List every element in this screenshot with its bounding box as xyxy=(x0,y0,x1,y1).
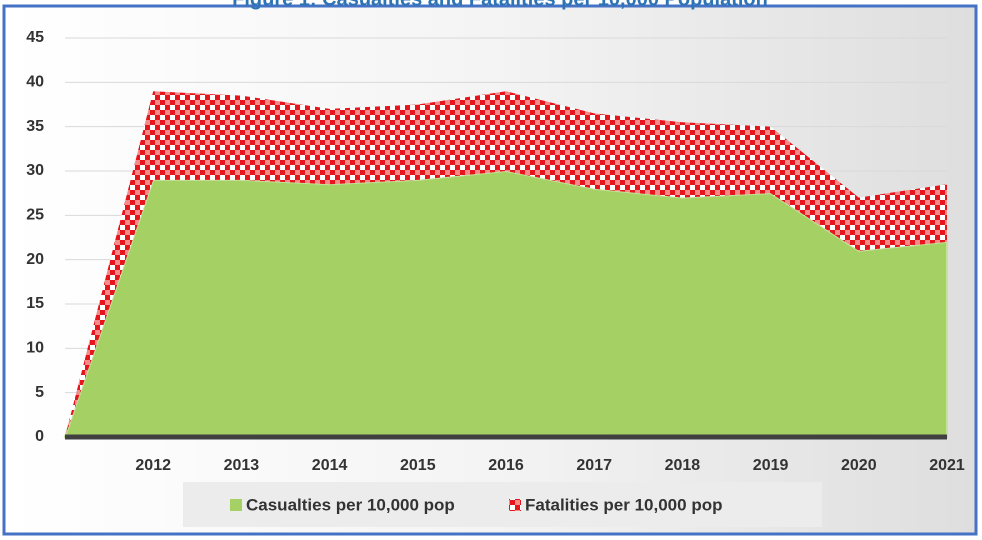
y-tick-label: 0 xyxy=(35,428,44,445)
y-tick-label: 30 xyxy=(26,162,44,179)
legend-swatch xyxy=(509,499,521,511)
legend-box xyxy=(183,482,822,527)
legend-swatch xyxy=(230,499,242,511)
y-tick-label: 10 xyxy=(26,340,44,357)
x-tick-label: 2014 xyxy=(312,457,348,474)
x-tick-label: 2020 xyxy=(841,457,877,474)
x-tick-label: 2013 xyxy=(224,457,260,474)
x-tick-label: 2019 xyxy=(753,457,789,474)
y-tick-label: 20 xyxy=(26,251,44,268)
y-tick-label: 15 xyxy=(26,295,44,312)
legend-label: Casualties per 10,000 pop xyxy=(246,495,455,514)
area xyxy=(65,91,947,437)
x-tick-label: 2017 xyxy=(576,457,612,474)
x-tick-label: 2015 xyxy=(400,457,436,474)
x-tick-label: 2021 xyxy=(929,457,965,474)
x-tick-label: 2018 xyxy=(665,457,701,474)
y-tick-label: 35 xyxy=(26,118,44,135)
legend-label: Fatalities per 10,000 pop xyxy=(525,495,722,514)
x-tick-label: 2016 xyxy=(488,457,524,474)
y-tick-label: 5 xyxy=(35,384,44,401)
x-tick-label: 2012 xyxy=(135,457,171,474)
chart-title: Figure 1: Casualties and Fatalities per … xyxy=(232,0,768,10)
y-tick-label: 25 xyxy=(26,207,44,224)
y-tick-label: 40 xyxy=(26,74,44,91)
y-tick-label: 45 xyxy=(26,29,44,46)
